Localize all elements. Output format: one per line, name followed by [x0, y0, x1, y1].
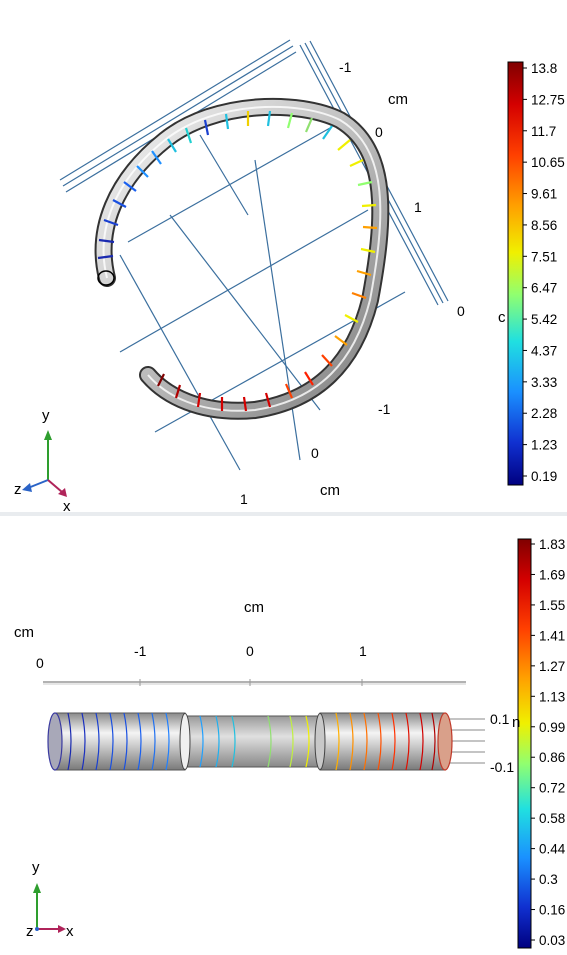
colorbar-label: 1.41 [539, 628, 565, 643]
colorbar-label: 1.69 [539, 567, 565, 582]
colorbar-label: 5.42 [531, 312, 557, 327]
x-axis-ruler [43, 679, 466, 686]
triad-x-label: x [63, 498, 71, 512]
tick-label: 1 [240, 491, 248, 507]
colorbar-label: 1.55 [539, 598, 565, 613]
tick-label: 0 [457, 303, 465, 319]
panel-divider [0, 512, 567, 516]
tick-label: 0 [246, 643, 254, 659]
top-plot-panel[interactable]: cm -1 0 1 0 -1 0 1 cm y z x c 13.8 12.75 1… [0, 0, 567, 512]
colorbar-label: 11.7 [531, 124, 556, 139]
colorbar-label: 4.37 [531, 343, 557, 358]
bottom-colorbar: n 1.83 1.69 1.55 1.41 1.27 1.13 0.99 0.86 0.72 0.… [512, 537, 566, 949]
coordinate-triad-bottom: y z x [26, 859, 74, 940]
colorbar-label: 12.75 [531, 92, 565, 107]
colorbar-label: 0.3 [539, 872, 558, 887]
axis-unit-left: cm [14, 624, 34, 641]
triad-y-label: y [32, 859, 40, 876]
coordinate-triad: y z x [14, 407, 71, 512]
helix-tube[interactable] [94, 97, 390, 420]
colorbar-side-char: n [512, 714, 520, 731]
colorbar-label: 2.28 [531, 406, 557, 421]
tick-label: 1 [359, 643, 367, 659]
cylinder-tube[interactable] [47, 712, 453, 771]
colorbar-label: 1.27 [539, 659, 565, 674]
colorbar-label: 0.03 [539, 933, 565, 948]
triad-z-label: z [26, 923, 34, 940]
tick-label: -1 [134, 643, 147, 659]
colorbar-label: 0.72 [539, 781, 565, 796]
triad-y-label: y [42, 407, 50, 424]
top-plot-svg[interactable]: cm -1 0 1 0 -1 0 1 cm y z x c 13.8 12.75 1… [0, 0, 567, 512]
colorbar-label: 8.56 [531, 218, 557, 233]
triad-x-label: x [66, 923, 74, 940]
tick-label: 0.1 [490, 711, 510, 727]
tick-label: 0 [375, 124, 383, 140]
colorbar-label: 0.86 [539, 750, 565, 765]
y-axis-ruler [450, 718, 485, 764]
cylinder-color-bands [67, 712, 436, 771]
helix-color-bands [97, 110, 378, 412]
colorbar-label: 13.8 [531, 61, 557, 76]
tube-end-cap [97, 270, 115, 286]
bottom-plot-panel[interactable]: cm cm 0 -1 0 1 0.1 -0.1 [0, 516, 567, 955]
colorbar-label: 3.33 [531, 375, 557, 390]
colorbar-label: 9.61 [531, 187, 557, 202]
triad-z-label: z [14, 481, 22, 498]
colorbar-label: 1.23 [531, 438, 557, 453]
top-colorbar: c 13.8 12.75 11.7 10.65 9.61 8.56 7.51 6.47 5.42… [498, 61, 565, 486]
axis-unit-label-right: cm [388, 91, 408, 108]
axis-unit-label-bottom: cm [320, 482, 340, 499]
colorbar-side-char: c [498, 309, 506, 326]
colorbar-label: 7.51 [531, 249, 557, 264]
tick-label: -1 [339, 59, 352, 75]
tick-label: -1 [378, 401, 391, 417]
tick-label: 0 [311, 445, 319, 461]
tick-label: 0 [36, 655, 44, 671]
colorbar-label: 1.13 [539, 689, 565, 704]
axis-unit-top: cm [244, 599, 264, 616]
colorbar-label: 10.65 [531, 155, 565, 170]
tick-label: -0.1 [490, 759, 514, 775]
tick-label: 1 [414, 199, 422, 215]
colorbar-label: 0.19 [531, 469, 557, 484]
colorbar-label: 1.83 [539, 537, 565, 552]
colorbar-label: 0.16 [539, 903, 565, 918]
bottom-plot-svg[interactable]: cm cm 0 -1 0 1 0.1 -0.1 [0, 516, 567, 955]
colorbar-label: 6.47 [531, 281, 557, 296]
colorbar-label: 0.44 [539, 842, 566, 857]
colorbar-label: 0.99 [539, 720, 565, 735]
colorbar-label: 0.58 [539, 811, 565, 826]
